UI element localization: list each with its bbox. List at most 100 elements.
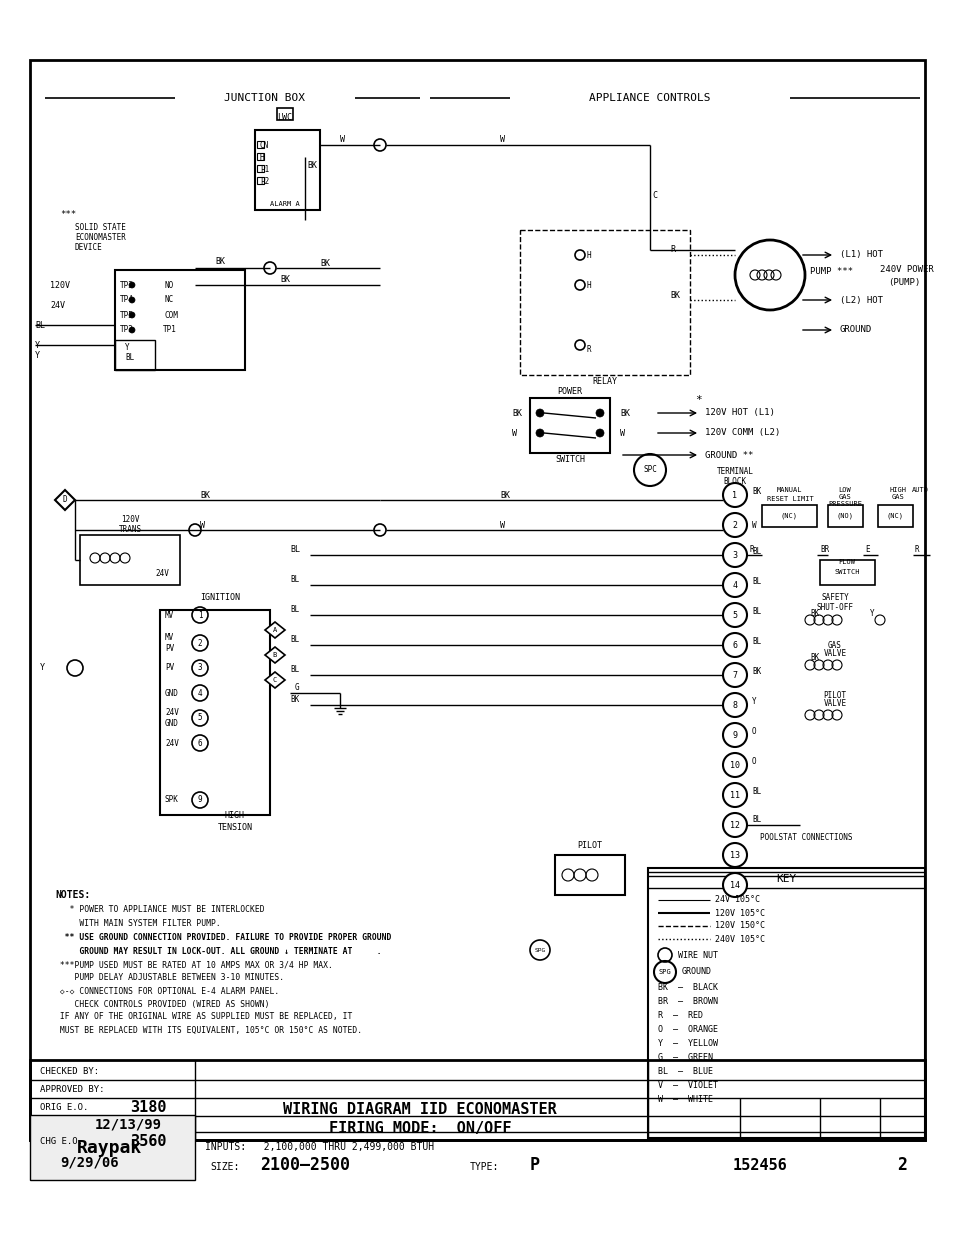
Circle shape bbox=[722, 483, 746, 508]
Text: O  –  ORANGE: O – ORANGE bbox=[658, 1025, 718, 1035]
Text: TP4: TP4 bbox=[120, 295, 133, 305]
Text: PV: PV bbox=[165, 663, 174, 673]
Text: BL: BL bbox=[290, 605, 299, 615]
Text: H: H bbox=[586, 280, 591, 289]
Text: 11: 11 bbox=[729, 790, 740, 799]
Text: NO: NO bbox=[165, 280, 174, 289]
Text: TP2: TP2 bbox=[120, 326, 133, 335]
Circle shape bbox=[722, 813, 746, 837]
Bar bbox=[519, 230, 689, 375]
Circle shape bbox=[722, 693, 746, 718]
Text: 24V: 24V bbox=[50, 300, 65, 310]
Text: 3560: 3560 bbox=[130, 1134, 167, 1149]
Text: (L1) HOT: (L1) HOT bbox=[840, 251, 882, 259]
Circle shape bbox=[722, 543, 746, 567]
Text: 14: 14 bbox=[729, 881, 740, 889]
Text: MV
PV: MV PV bbox=[165, 634, 174, 653]
Text: 3: 3 bbox=[732, 551, 737, 559]
Text: (NO): (NO) bbox=[836, 513, 853, 519]
Bar bbox=[30, 1060, 924, 1140]
Circle shape bbox=[536, 429, 543, 437]
Text: SHUT-OFF: SHUT-OFF bbox=[816, 603, 853, 611]
Text: 240V POWER: 240V POWER bbox=[879, 266, 933, 274]
Text: AUTO: AUTO bbox=[910, 487, 927, 493]
Text: SPG: SPG bbox=[658, 969, 671, 974]
Text: * POWER TO APPLIANCE MUST BE INTERLOCKED: * POWER TO APPLIANCE MUST BE INTERLOCKED bbox=[55, 905, 264, 914]
Circle shape bbox=[722, 873, 746, 897]
Text: BR: BR bbox=[820, 546, 828, 555]
Text: FLOW: FLOW bbox=[838, 559, 855, 564]
Bar bbox=[761, 505, 816, 527]
Text: P1: P1 bbox=[260, 164, 269, 173]
Text: FIRING MODE:  ON/OFF: FIRING MODE: ON/OFF bbox=[329, 1120, 511, 1135]
Bar bbox=[30, 61, 924, 1140]
Text: APPROVED BY:: APPROVED BY: bbox=[40, 1086, 105, 1094]
Text: (L2) HOT: (L2) HOT bbox=[840, 295, 882, 305]
Text: WIRE NUT: WIRE NUT bbox=[678, 951, 718, 960]
Text: BL: BL bbox=[290, 666, 299, 674]
Bar bbox=[160, 610, 270, 815]
Text: CHECKED BY:: CHECKED BY: bbox=[40, 1067, 99, 1076]
Text: HIGH: HIGH bbox=[888, 487, 905, 493]
Text: RESET LIMIT: RESET LIMIT bbox=[766, 496, 813, 501]
Polygon shape bbox=[265, 672, 285, 688]
Text: R: R bbox=[914, 546, 919, 555]
Text: 4: 4 bbox=[197, 688, 202, 698]
Text: BK: BK bbox=[290, 695, 299, 704]
Bar bbox=[256, 153, 264, 161]
Circle shape bbox=[722, 603, 746, 627]
Bar bbox=[115, 270, 245, 370]
Polygon shape bbox=[55, 490, 75, 510]
Text: INPUTS:   2,100,000 THRU 2,499,000 BTUH: INPUTS: 2,100,000 THRU 2,499,000 BTUH bbox=[205, 1142, 434, 1152]
Text: BK: BK bbox=[619, 409, 629, 417]
Text: CN: CN bbox=[260, 141, 269, 149]
Text: 7: 7 bbox=[732, 671, 737, 679]
Bar bbox=[256, 141, 264, 148]
Text: 2: 2 bbox=[197, 638, 202, 647]
Text: TRANS: TRANS bbox=[118, 526, 141, 535]
Text: Y: Y bbox=[751, 697, 756, 705]
Bar bbox=[647, 868, 924, 1137]
Text: 3180: 3180 bbox=[130, 1099, 167, 1114]
Text: GROUND: GROUND bbox=[681, 967, 711, 977]
Text: 120V 150°C: 120V 150°C bbox=[714, 921, 764, 930]
Text: MUST BE REPLACED WITH ITS EQUIVALENT, 105°C OR 150°C AS NOTED.: MUST BE REPLACED WITH ITS EQUIVALENT, 10… bbox=[55, 1025, 362, 1035]
Text: BL: BL bbox=[751, 815, 760, 825]
Text: 2: 2 bbox=[896, 1156, 906, 1174]
Text: 24V: 24V bbox=[154, 568, 169, 578]
Text: 120V HOT (L1): 120V HOT (L1) bbox=[704, 409, 774, 417]
Text: TENSION: TENSION bbox=[217, 823, 253, 831]
Text: R  –  RED: R – RED bbox=[658, 1011, 702, 1020]
Text: W: W bbox=[619, 429, 624, 437]
Text: POWER: POWER bbox=[557, 388, 582, 396]
Circle shape bbox=[722, 783, 746, 806]
Text: 2: 2 bbox=[732, 520, 737, 530]
Text: 120V: 120V bbox=[121, 515, 139, 525]
Text: SWITCH: SWITCH bbox=[555, 456, 584, 464]
Text: GAS: GAS bbox=[827, 641, 841, 650]
Circle shape bbox=[129, 312, 135, 317]
Bar bbox=[820, 559, 874, 585]
Text: 120V: 120V bbox=[50, 280, 70, 289]
Text: BK: BK bbox=[809, 653, 819, 662]
Text: 24V 105°C: 24V 105°C bbox=[714, 895, 760, 904]
Text: O: O bbox=[751, 757, 756, 766]
Text: W: W bbox=[200, 520, 205, 530]
Text: D: D bbox=[63, 495, 68, 505]
Text: BK: BK bbox=[669, 290, 679, 300]
Text: 24V
GND: 24V GND bbox=[165, 709, 178, 727]
Text: 5: 5 bbox=[197, 714, 202, 722]
Text: W: W bbox=[339, 136, 345, 144]
Text: TP3: TP3 bbox=[120, 280, 133, 289]
Circle shape bbox=[722, 634, 746, 657]
Text: MV: MV bbox=[165, 610, 174, 620]
Text: KEY: KEY bbox=[775, 874, 796, 884]
Text: RELAY: RELAY bbox=[592, 378, 617, 387]
Text: (NC): (NC) bbox=[885, 513, 902, 519]
Text: SAFETY: SAFETY bbox=[821, 594, 848, 603]
Circle shape bbox=[596, 409, 603, 417]
Text: BL  –  BLUE: BL – BLUE bbox=[658, 1067, 712, 1077]
Text: W: W bbox=[499, 136, 504, 144]
Text: 2100–2500: 2100–2500 bbox=[260, 1156, 350, 1174]
Text: W: W bbox=[512, 429, 517, 437]
